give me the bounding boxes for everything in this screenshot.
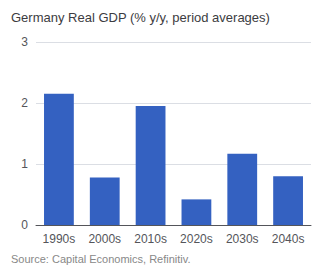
svg-text:0: 0 bbox=[21, 218, 28, 232]
svg-text:Germany Real GDP (% y/y, perio: Germany Real GDP (% y/y, period averages… bbox=[11, 10, 270, 25]
svg-text:1990s: 1990s bbox=[43, 232, 76, 246]
svg-text:Source: Capital Economics, Ref: Source: Capital Economics, Refinitiv. bbox=[11, 253, 191, 265]
svg-text:2: 2 bbox=[21, 96, 28, 110]
svg-text:3: 3 bbox=[21, 35, 28, 49]
svg-text:2040s: 2040s bbox=[272, 232, 305, 246]
svg-text:1: 1 bbox=[21, 157, 28, 171]
svg-text:2010s: 2010s bbox=[134, 232, 167, 246]
svg-text:2030s: 2030s bbox=[226, 232, 259, 246]
svg-text:2000s: 2000s bbox=[88, 232, 121, 246]
svg-text:2020s: 2020s bbox=[180, 232, 213, 246]
